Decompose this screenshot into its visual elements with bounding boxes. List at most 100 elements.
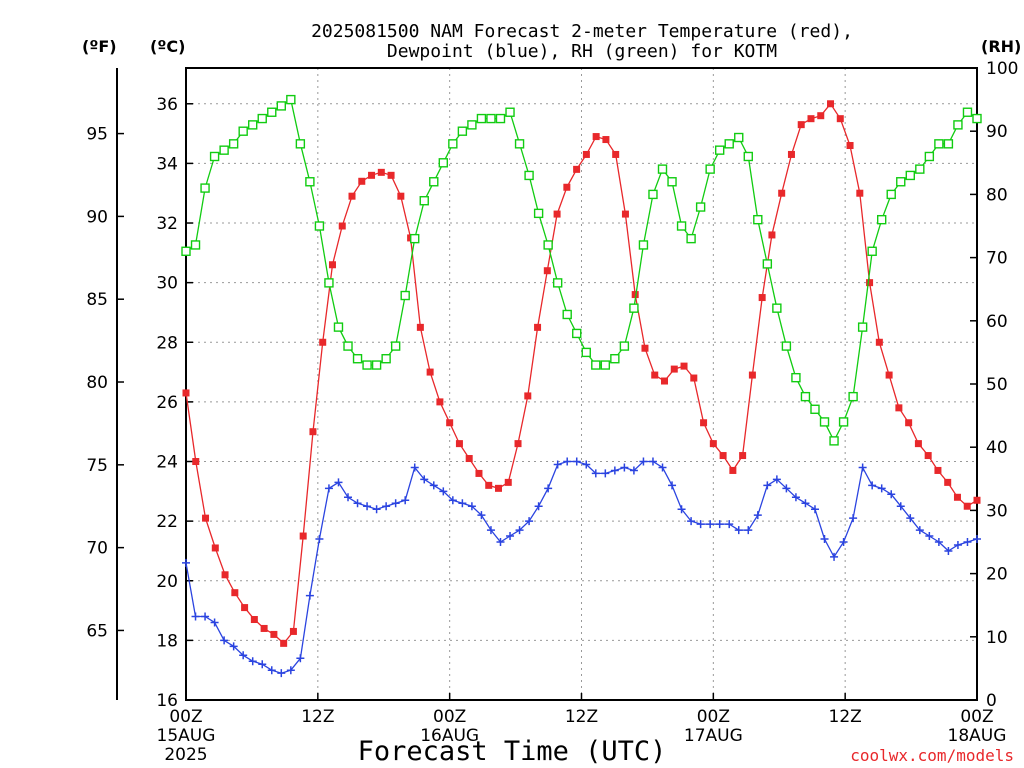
dewpoint-point <box>620 463 629 472</box>
dewpoint-point <box>525 517 534 526</box>
dewpoint-point <box>496 538 505 546</box>
rh-point <box>838 417 849 427</box>
dewpoint-point <box>401 496 410 505</box>
rh-point <box>781 341 792 351</box>
rh-tick-label: 60 <box>986 312 1008 332</box>
dewpoint-point <box>963 538 972 546</box>
fahrenheit-tick-label: 90 <box>86 207 108 227</box>
rh-point <box>819 417 830 427</box>
temperature-point <box>641 344 649 352</box>
temperature-point <box>856 189 864 197</box>
temperature-point <box>211 544 219 552</box>
temperature-point <box>739 452 747 460</box>
rh-point <box>867 246 877 256</box>
dewpoint-point <box>563 457 572 466</box>
rh-tick-label: 40 <box>986 438 1008 458</box>
temperature-point <box>514 440 522 448</box>
time-tick-label: 00Z <box>169 707 202 727</box>
rh-point <box>476 113 487 124</box>
temperature-point <box>953 493 961 501</box>
temperature-point <box>231 589 239 597</box>
temperature-point <box>885 371 893 379</box>
rh-point <box>552 278 563 288</box>
dewpoint-point <box>467 502 476 511</box>
dewpoint-line <box>185 460 978 674</box>
rh-point <box>448 139 458 149</box>
dewpoint-point <box>591 469 600 478</box>
celsius-tick-label: 20 <box>156 572 178 592</box>
rh-point <box>400 290 410 301</box>
temperature-point <box>797 121 805 129</box>
temperature-point <box>534 323 542 331</box>
temperature-point <box>504 478 512 486</box>
dewpoint-point <box>668 481 677 490</box>
rh-point <box>657 164 668 174</box>
dewpoint-point <box>896 502 905 511</box>
dewpoint-point <box>201 612 210 621</box>
temperature-point <box>494 484 502 492</box>
temperature-point <box>592 133 600 141</box>
rh-point <box>190 240 201 250</box>
rh-point <box>429 177 439 187</box>
celsius-tick-label: 26 <box>156 393 178 413</box>
dewpoint-point <box>296 654 305 663</box>
dewpoint-point <box>582 460 591 469</box>
rh-point <box>857 322 868 332</box>
celsius-tick-label: 24 <box>156 453 178 473</box>
dewpoint-point <box>191 612 200 621</box>
rh-point <box>772 303 782 313</box>
title-line-2: Dewpoint (blue), RH (green) for KOTM <box>387 41 777 62</box>
dewpoint-point <box>791 493 800 502</box>
rh-point <box>676 221 687 231</box>
temperature-point <box>905 419 913 427</box>
dewpoint-point <box>687 517 696 526</box>
fahrenheit-tick-label: 70 <box>86 539 108 559</box>
series-layer <box>181 94 982 678</box>
dewpoint-point <box>934 538 943 546</box>
dewpoint-point <box>953 540 962 549</box>
dewpoint-point <box>324 484 333 493</box>
dewpoint-point <box>734 526 743 535</box>
rh-point <box>381 354 391 364</box>
dewpoint-point <box>658 463 667 472</box>
dewpoint-point <box>410 463 419 472</box>
temperature-line <box>185 102 978 645</box>
rh-tick-label: 50 <box>986 375 1008 395</box>
rh-point <box>943 139 954 149</box>
temperature-point <box>670 365 678 373</box>
dewpoint-point <box>220 636 229 645</box>
temperature-point <box>465 455 473 463</box>
rh-point <box>905 170 915 181</box>
x-axis-label: Forecast Time (UTC) <box>358 736 667 767</box>
fahrenheit-tick-label: 85 <box>86 290 108 310</box>
dewpoint-point <box>810 505 819 514</box>
temperature-point <box>455 440 463 448</box>
temperature-point <box>270 630 278 638</box>
temperature-point <box>250 616 258 624</box>
rh-point <box>343 341 353 351</box>
dewpoint-point <box>334 478 343 487</box>
temperature-point <box>807 115 815 123</box>
rh-point <box>305 177 315 187</box>
rh-point <box>610 354 620 364</box>
temperature-point <box>221 571 229 579</box>
rh-point <box>800 391 811 402</box>
temperature-point <box>661 377 669 385</box>
celsius-tick-label: 18 <box>156 631 178 651</box>
time-tick-label: 00Z <box>960 707 993 727</box>
rh-point <box>543 240 553 250</box>
dewpoint-point <box>315 535 324 544</box>
dewpoint-point <box>344 493 353 502</box>
celsius-tick-label: 28 <box>156 333 178 353</box>
celsius-tick-label: 36 <box>156 95 178 115</box>
rh-point <box>457 126 468 136</box>
temperature-point <box>446 419 454 427</box>
rh-tick-label: 10 <box>986 628 1008 648</box>
rh-point <box>314 221 325 231</box>
temperature-point <box>436 398 444 406</box>
temperature-point <box>602 136 610 144</box>
rh-point <box>219 145 229 155</box>
dewpoint-point <box>915 526 924 535</box>
rh-point <box>419 196 429 206</box>
time-tick-label: 00Z <box>433 707 466 727</box>
